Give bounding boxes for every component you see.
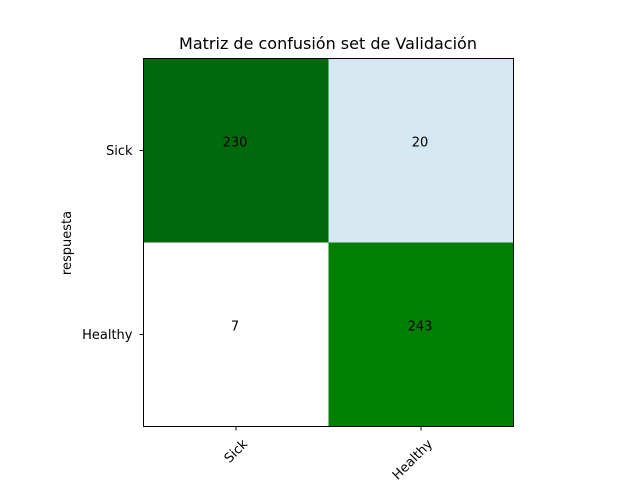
y-tick-label-healthy: Healthy	[82, 328, 133, 343]
y-tick-label-sick: Sick	[106, 144, 133, 159]
cell-sick-healthy	[328, 58, 514, 243]
cell-value-healthy-healthy: 243	[408, 320, 433, 335]
y-axis-ticks: Sick Healthy	[82, 144, 144, 343]
y-axis-label: respuesta	[60, 211, 75, 275]
x-axis-ticks: Sick Healthy	[222, 426, 436, 483]
cell-healthy-sick	[143, 242, 329, 427]
matrix-cells	[143, 58, 514, 427]
x-tick-label-sick: Sick	[222, 437, 252, 467]
cell-sick-sick	[143, 58, 329, 243]
cell-value-sick-sick: 230	[223, 136, 248, 151]
matrix-cell-labels: 230 20 7 243	[223, 136, 433, 335]
plot-frame	[143, 58, 514, 427]
cell-value-sick-healthy: 20	[412, 136, 429, 151]
cell-healthy-healthy	[328, 242, 514, 427]
chart-title: Matriz de confusión set de Validación	[179, 34, 477, 53]
cell-value-healthy-sick: 7	[231, 320, 239, 335]
x-tick-label-healthy: Healthy	[390, 437, 436, 480]
